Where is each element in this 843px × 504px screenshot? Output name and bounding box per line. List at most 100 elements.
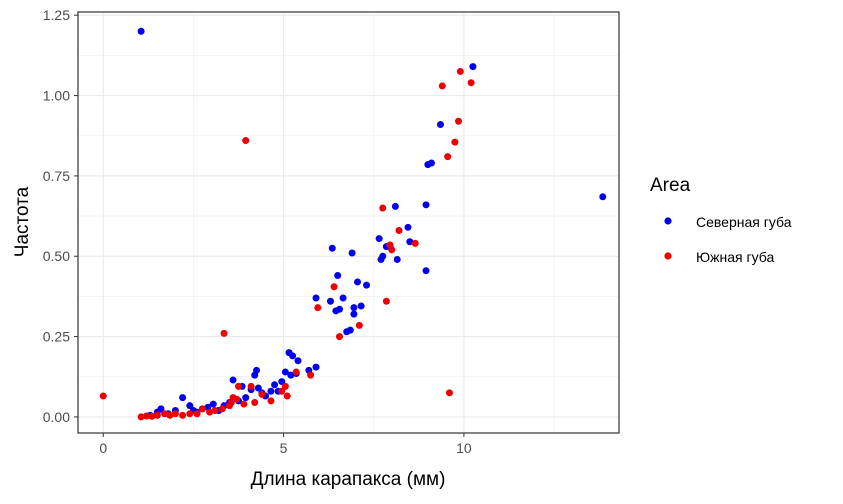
data-point [363, 281, 371, 289]
data-point [143, 412, 151, 420]
data-point [161, 410, 169, 418]
legend-label-yuzhnaya-guba: Южная губа [696, 249, 774, 265]
data-point [242, 394, 250, 402]
data-point [343, 328, 351, 336]
data-point [339, 294, 347, 302]
data-point [467, 79, 475, 87]
data-point [211, 407, 219, 415]
data-point [198, 405, 206, 413]
data-point [171, 410, 179, 418]
x-tick-label: 0 [99, 440, 107, 456]
data-point [292, 368, 300, 376]
data-point [395, 227, 403, 235]
data-point [137, 27, 145, 35]
data-point [451, 138, 459, 146]
legend: Area Северная губа Южная губа [650, 175, 792, 265]
data-point [186, 402, 194, 410]
x-tick-label: 10 [456, 440, 472, 456]
data-point [289, 352, 297, 360]
data-point [424, 161, 432, 169]
data-point [445, 389, 453, 397]
data-point [404, 223, 412, 231]
data-point [278, 378, 286, 386]
data-point [186, 410, 194, 418]
x-tick-label: 5 [280, 440, 288, 456]
data-point [307, 371, 315, 379]
data-point [332, 307, 340, 315]
data-point [456, 67, 464, 75]
y-tick-label: 0.75 [43, 168, 70, 184]
legend-title: Area [650, 175, 691, 196]
data-point [350, 310, 358, 318]
data-point [422, 201, 430, 209]
data-point [251, 398, 259, 406]
data-point [386, 241, 394, 249]
data-point [271, 381, 279, 389]
data-point [455, 117, 463, 125]
legend-label-severnaya-guba: Северная губа [696, 214, 792, 230]
data-point [599, 193, 607, 201]
x-axis-title: Длина карапакса (мм) [251, 469, 446, 490]
data-point [137, 413, 145, 421]
data-point [206, 408, 214, 416]
data-point [350, 304, 358, 312]
axis-ticks: 0 5 10 0.00 0.25 0.50 0.75 1.00 1.25 [43, 7, 472, 456]
data-point [209, 400, 217, 408]
data-point [267, 397, 275, 405]
series-0 [137, 27, 607, 419]
data-point [229, 376, 237, 384]
data-point [267, 387, 275, 395]
data-point [422, 267, 430, 275]
y-tick-label: 1.00 [43, 88, 70, 104]
data-point [436, 120, 444, 128]
data-point [242, 137, 250, 145]
y-tick-label: 0.50 [43, 248, 70, 264]
data-points [99, 27, 607, 421]
data-point [179, 411, 187, 419]
data-point [393, 255, 401, 263]
data-point [335, 333, 343, 341]
data-point [334, 272, 342, 280]
data-point [258, 390, 266, 398]
data-point [281, 368, 289, 376]
data-point [225, 402, 233, 410]
data-point [326, 297, 334, 305]
grid [78, 12, 619, 433]
data-point [166, 411, 174, 419]
y-axis-title: Частота [12, 186, 33, 257]
data-point [148, 412, 156, 420]
panel-border [77, 11, 620, 434]
data-point [314, 304, 322, 312]
data-point [247, 382, 255, 390]
data-point [312, 363, 320, 371]
data-point [281, 382, 289, 390]
data-point [379, 204, 387, 212]
legend-key-severnaya-guba [664, 217, 672, 225]
data-point [251, 371, 259, 379]
y-tick-label: 0.25 [43, 329, 70, 345]
legend-key-yuzhnaya-guba [664, 252, 672, 260]
data-point [411, 239, 419, 247]
data-point [438, 82, 446, 90]
data-point [375, 235, 383, 243]
data-point [234, 382, 242, 390]
data-point [287, 371, 295, 379]
data-point [382, 297, 390, 305]
data-point [254, 384, 262, 392]
data-point [355, 321, 363, 329]
data-point [179, 394, 187, 402]
data-point [283, 392, 291, 400]
data-point [218, 405, 226, 413]
data-point [220, 329, 228, 337]
data-point [330, 283, 338, 291]
y-tick-label: 0.00 [43, 409, 70, 425]
data-point [153, 411, 161, 419]
data-point [357, 302, 365, 310]
data-point [348, 249, 356, 257]
data-point [328, 244, 336, 252]
data-point [406, 238, 414, 246]
data-point [312, 294, 320, 302]
series-1 [99, 67, 475, 421]
data-point [377, 255, 385, 263]
